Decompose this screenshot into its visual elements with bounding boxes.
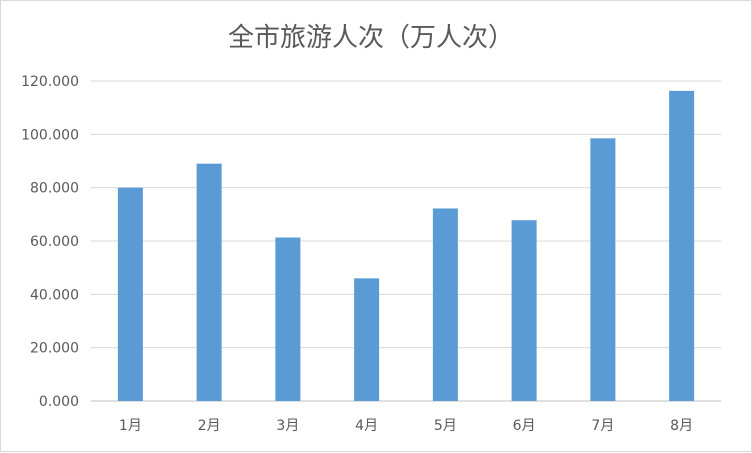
y-tick-label: 20.000 (30, 341, 79, 357)
gridlines (91, 80, 721, 402)
x-tick-label: 8月 (670, 418, 693, 434)
x-tick-label: 1月 (119, 418, 142, 434)
bar (196, 163, 222, 401)
y-tick-label: 60.000 (30, 234, 79, 250)
y-tick-label: 120.000 (21, 74, 79, 90)
bar (590, 138, 616, 402)
bar (275, 237, 301, 401)
y-tick-label: 40.000 (30, 287, 79, 303)
bar (354, 278, 380, 401)
bar (432, 208, 458, 401)
bar (117, 187, 143, 401)
bar (511, 220, 537, 401)
bar (669, 90, 695, 401)
bars (117, 90, 695, 402)
x-tick-label: 5月 (434, 418, 457, 434)
x-tick-label: 4月 (355, 418, 378, 434)
x-tick-label: 6月 (513, 418, 536, 434)
x-tick-label: 2月 (198, 418, 221, 434)
y-tick-label: 0.000 (39, 394, 79, 410)
y-tick-label: 80.000 (30, 181, 79, 197)
chart-title: 全市旅游人次（万人次） (228, 23, 514, 53)
x-tick-label: 7月 (591, 418, 614, 434)
y-tick-label: 100.000 (21, 127, 79, 143)
y-axis-ticks: 0.000 20.000 40.000 60.000 80.000 100.000 120.… (21, 74, 79, 410)
x-tick-label: 3月 (276, 418, 299, 434)
x-axis-ticks: 1月 2月 3月 4月 5月 6月 7月 8月 (119, 418, 693, 434)
